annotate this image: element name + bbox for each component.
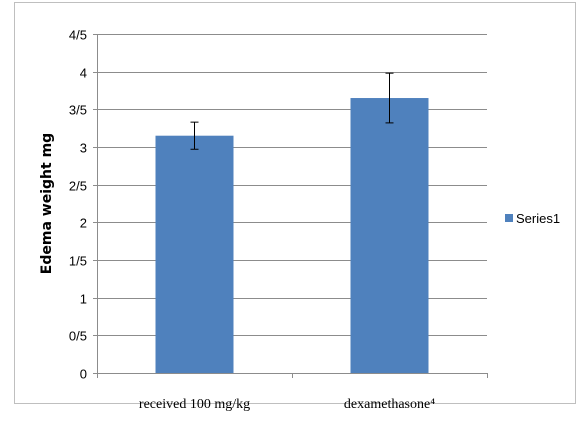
bars [155, 98, 429, 374]
error-bars [190, 72, 394, 150]
y-tick-label: 4/5 [69, 28, 87, 43]
legend: Series1 [505, 211, 560, 226]
chart-frame [14, 2, 576, 404]
y-tick-label: 0 [80, 367, 87, 382]
legend-swatch-series1 [505, 214, 513, 222]
y-tick-label: 4 [80, 66, 87, 81]
x-category-label: dexamethasone⁴ [344, 397, 435, 412]
y-tick-label: 1/5 [69, 254, 87, 269]
y-tick-label: 2 [80, 216, 87, 231]
axes [93, 34, 488, 378]
y-tick-labels: 0 0/5 1 1/5 2 2/5 3 3/5 4 4/5 [69, 28, 87, 382]
legend-label-series1: Series1 [516, 211, 560, 226]
x-category-labels: received 100 mg/kg dexamethasone⁴ [139, 397, 435, 412]
y-axis-title: Edema weight mg [39, 133, 55, 274]
y-tick-label: 1 [80, 292, 87, 307]
y-tick-label: 0/5 [69, 329, 87, 344]
y-tick-label: 3/5 [69, 103, 87, 118]
y-tick-label: 3 [80, 141, 87, 156]
y-tick-label: 2/5 [69, 179, 87, 194]
bar [155, 135, 234, 373]
bar [350, 98, 429, 374]
x-category-label: received 100 mg/kg [139, 397, 250, 412]
